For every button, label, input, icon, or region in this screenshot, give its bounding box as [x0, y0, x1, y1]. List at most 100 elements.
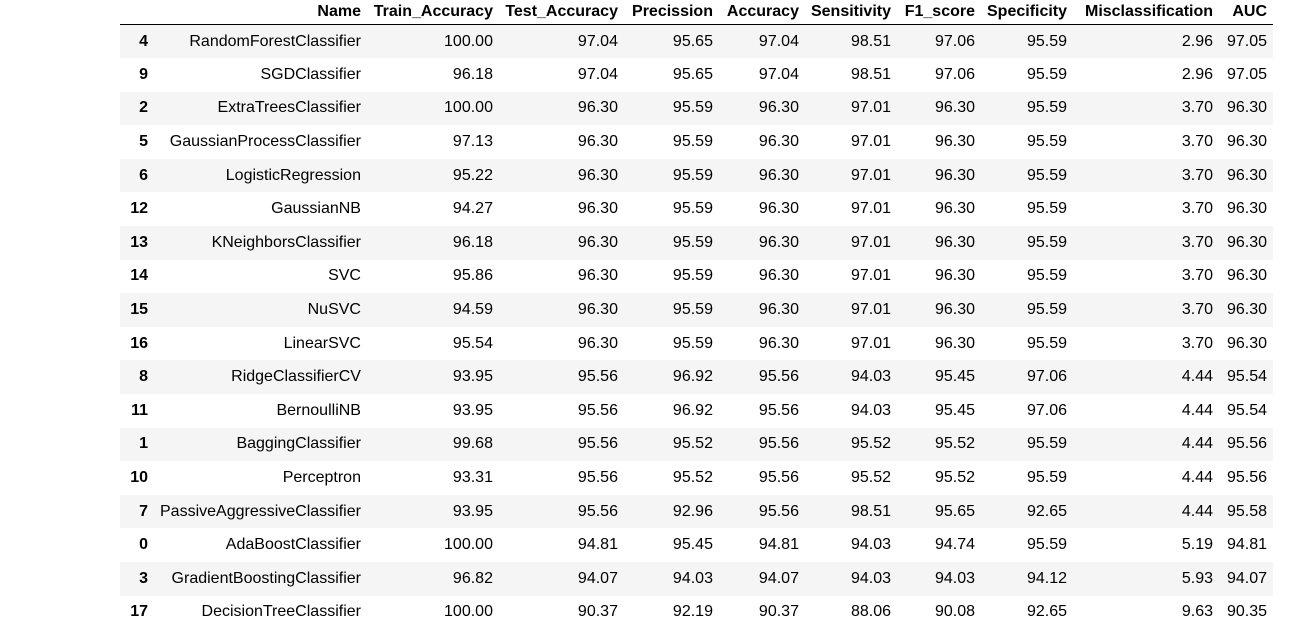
- metric-cell: 96.30: [758, 99, 799, 117]
- metric-cell: 5.19: [1181, 536, 1214, 554]
- metric-cell: 97.01: [850, 334, 891, 352]
- metric-cell: 95.52: [672, 469, 713, 487]
- metric-cell: 95.86: [452, 267, 493, 285]
- metric-cell: 3.70: [1181, 301, 1214, 319]
- metric-cell: 95.52: [850, 435, 891, 453]
- metric-cell: 95.65: [672, 65, 713, 83]
- metric-cell: 94.59: [452, 301, 493, 319]
- column-header: Test_Accuracy: [498, 0, 624, 25]
- metric-cell: 92.65: [1026, 502, 1068, 520]
- metric-cell: 97.05: [1226, 32, 1268, 50]
- column-header: Name: [154, 0, 367, 25]
- model-name-cell: RidgeClassifierCV: [231, 368, 361, 386]
- metric-cell: 94.81: [577, 536, 618, 554]
- metric-cell: 100.00: [444, 32, 493, 50]
- metric-cell: 95.45: [672, 536, 713, 554]
- metric-cell: 95.59: [1026, 267, 1068, 285]
- table-row: 10 Perceptron 93.31 95.56 95.52 95.56 95.52 95.…: [120, 461, 1274, 495]
- metric-cell: 96.18: [452, 233, 493, 251]
- column-header: Misclassification: [1073, 0, 1220, 25]
- metric-cell: 96.30: [934, 200, 975, 218]
- metric-cell: 94.07: [1226, 569, 1268, 587]
- metric-cell: 96.30: [758, 133, 799, 151]
- metric-cell: 96.18: [452, 65, 493, 83]
- metric-cell: 92.19: [672, 603, 713, 621]
- table-row: 8 RidgeClassifierCV 93.95 95.56 96.92 95.56 94…: [120, 360, 1274, 395]
- metric-cell: 95.59: [1026, 166, 1068, 184]
- metric-cell: 95.59: [672, 133, 713, 151]
- metric-cell: 96.30: [577, 133, 618, 151]
- row-index: 13: [130, 233, 148, 251]
- metric-cell: 96.30: [758, 334, 799, 352]
- table-row: 5 GaussianProcessClassifier 97.13 96.30 95.5…: [120, 125, 1274, 159]
- metric-cell: 95.45: [934, 368, 975, 386]
- row-index: 8: [139, 368, 148, 386]
- metric-cell: 96.30: [1226, 334, 1268, 352]
- metric-cell: 95.54: [1226, 401, 1268, 419]
- metric-cell: 96.92: [672, 368, 713, 386]
- metric-cell: 96.92: [672, 401, 713, 419]
- metric-cell: 90.37: [577, 603, 618, 621]
- metric-cell: 9.63: [1181, 603, 1214, 621]
- table-row: 17 DecisionTreeClassifier 100.00 90.37 92.19…: [120, 595, 1274, 630]
- row-index: 12: [130, 200, 148, 218]
- table-row: 7 PassiveAggressiveClassifier 93.95 95.56 92…: [120, 494, 1274, 529]
- metric-cell: 97.06: [934, 65, 975, 83]
- model-name-cell: BernoulliNB: [276, 401, 361, 419]
- metric-cell: 95.56: [758, 469, 799, 487]
- row-index: 5: [139, 133, 148, 151]
- model-name-cell: GaussianProcessClassifier: [169, 133, 361, 151]
- row-index: 7: [139, 502, 148, 520]
- row-index: 14: [130, 267, 148, 285]
- metric-cell: 3.70: [1181, 200, 1214, 218]
- metric-cell: 5.93: [1181, 569, 1214, 587]
- metric-cell: 95.22: [452, 166, 493, 184]
- metric-cell: 94.12: [1026, 569, 1068, 587]
- row-index: 2: [139, 99, 148, 117]
- table-row: 11 BernoulliNB 93.95 95.56 96.92 95.56 94.03 95…: [120, 394, 1274, 428]
- table-row: 4 RandomForestClassifier 100.00 97.04 95.65 9…: [120, 24, 1274, 59]
- metric-cell: 95.59: [672, 200, 713, 218]
- column-header: Specificity: [981, 0, 1074, 25]
- row-index: 11: [131, 401, 148, 419]
- results-table: Name Train_Accuracy Test_Accuracy Precissio…: [120, 0, 1274, 630]
- column-header: AUC: [1219, 0, 1274, 25]
- metric-cell: 2.96: [1181, 65, 1214, 83]
- metric-cell: 97.01: [850, 267, 891, 285]
- metric-cell: 96.30: [1226, 166, 1268, 184]
- metric-cell: 95.65: [934, 502, 975, 520]
- model-name-cell: LinearSVC: [283, 334, 361, 352]
- metric-cell: 95.58: [1226, 502, 1268, 520]
- metric-cell: 96.30: [577, 99, 618, 117]
- model-name-cell: GradientBoostingClassifier: [171, 569, 361, 587]
- metric-cell: 95.59: [1026, 99, 1068, 117]
- metric-cell: 97.06: [1026, 401, 1068, 419]
- metric-cell: 3.70: [1181, 166, 1214, 184]
- metric-cell: 96.30: [934, 166, 975, 184]
- metric-cell: 95.56: [758, 502, 799, 520]
- metric-cell: 96.30: [934, 301, 975, 319]
- column-header: Train_Accuracy: [366, 0, 499, 25]
- row-index: 16: [130, 334, 148, 352]
- metric-cell: 96.30: [758, 200, 799, 218]
- metric-cell: 95.59: [1026, 469, 1068, 487]
- model-name-cell: BaggingClassifier: [236, 435, 361, 453]
- table-body: 4 RandomForestClassifier 100.00 97.04 95.65 9…: [120, 24, 1274, 630]
- metric-cell: 94.03: [850, 401, 891, 419]
- metric-cell: 96.30: [758, 233, 799, 251]
- metric-cell: 88.06: [850, 603, 891, 621]
- metric-cell: 95.56: [758, 368, 799, 386]
- metric-cell: 95.59: [672, 267, 713, 285]
- row-index: 1: [139, 435, 148, 453]
- table-row: 15 NuSVC 94.59 96.30 95.59 96.30 97.01 96.30 95.…: [120, 293, 1274, 327]
- metric-cell: 97.04: [758, 65, 799, 83]
- metric-cell: 90.37: [758, 603, 799, 621]
- metric-cell: 96.82: [452, 569, 493, 587]
- metric-cell: 94.74: [934, 536, 975, 554]
- metric-cell: 96.30: [577, 166, 618, 184]
- metric-cell: 97.01: [850, 166, 891, 184]
- metric-cell: 95.59: [1026, 65, 1068, 83]
- metric-cell: 97.13: [452, 133, 493, 151]
- table-row: 6 LogisticRegression 95.22 96.30 95.59 96.30 9…: [120, 158, 1274, 193]
- metric-cell: 97.04: [577, 65, 618, 83]
